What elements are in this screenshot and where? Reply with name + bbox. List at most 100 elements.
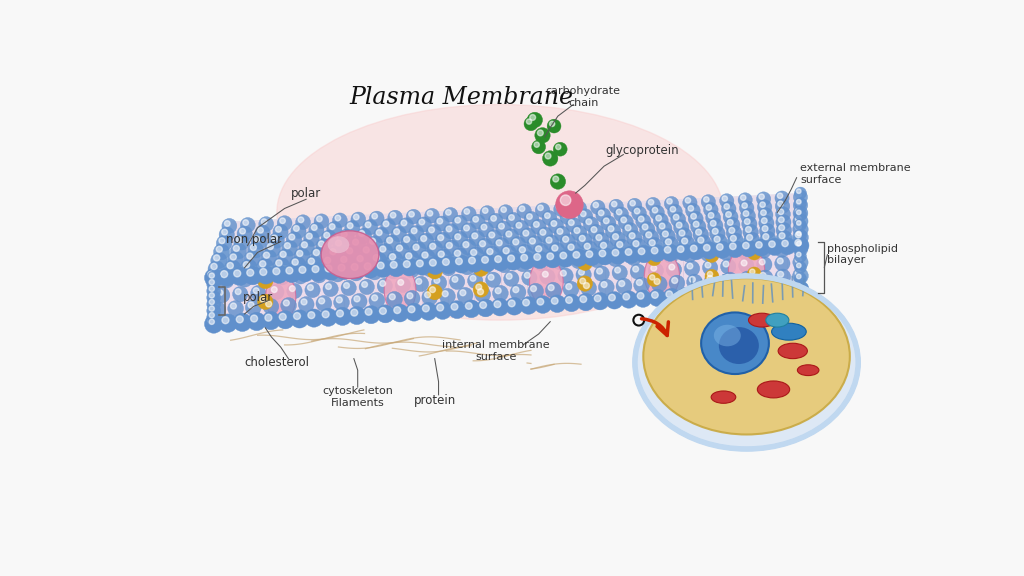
Circle shape <box>600 242 606 248</box>
Circle shape <box>689 276 695 282</box>
Circle shape <box>637 293 644 299</box>
Circle shape <box>338 264 345 271</box>
Circle shape <box>545 153 551 159</box>
Circle shape <box>797 221 801 225</box>
Circle shape <box>472 233 478 239</box>
Text: polar: polar <box>243 290 272 304</box>
Circle shape <box>670 206 676 212</box>
Ellipse shape <box>643 278 850 434</box>
Circle shape <box>381 219 395 234</box>
Circle shape <box>580 296 587 302</box>
Circle shape <box>407 293 413 299</box>
Circle shape <box>651 265 656 271</box>
Circle shape <box>739 271 756 287</box>
Circle shape <box>427 241 443 257</box>
Circle shape <box>430 287 435 293</box>
Circle shape <box>388 210 402 225</box>
Circle shape <box>221 275 227 281</box>
Circle shape <box>574 203 581 209</box>
Polygon shape <box>214 193 801 278</box>
Circle shape <box>676 228 692 244</box>
Circle shape <box>400 258 418 276</box>
Circle shape <box>369 293 385 308</box>
Circle shape <box>396 245 402 251</box>
Circle shape <box>535 142 540 147</box>
Circle shape <box>461 223 476 238</box>
Circle shape <box>219 314 238 332</box>
Circle shape <box>345 221 359 236</box>
Circle shape <box>301 242 307 248</box>
Circle shape <box>264 241 281 257</box>
Circle shape <box>758 207 773 222</box>
Circle shape <box>679 236 695 252</box>
Circle shape <box>529 238 536 244</box>
Circle shape <box>652 207 657 213</box>
Circle shape <box>213 304 219 310</box>
Ellipse shape <box>778 343 807 359</box>
Circle shape <box>621 217 627 223</box>
Circle shape <box>584 283 590 289</box>
Circle shape <box>635 245 652 263</box>
Circle shape <box>470 214 485 229</box>
Circle shape <box>610 254 616 260</box>
Circle shape <box>496 221 511 236</box>
Circle shape <box>653 213 669 228</box>
Circle shape <box>395 277 411 293</box>
Circle shape <box>244 262 250 268</box>
Circle shape <box>552 255 567 270</box>
Circle shape <box>560 234 575 250</box>
Circle shape <box>726 225 741 241</box>
Circle shape <box>701 195 716 209</box>
Circle shape <box>214 255 220 261</box>
Circle shape <box>580 236 586 241</box>
Circle shape <box>425 292 430 298</box>
Circle shape <box>724 204 729 209</box>
Circle shape <box>654 279 660 285</box>
Polygon shape <box>230 193 801 266</box>
Circle shape <box>797 241 801 246</box>
Circle shape <box>393 242 410 259</box>
Circle shape <box>687 274 702 290</box>
Circle shape <box>762 226 768 232</box>
Circle shape <box>216 236 232 251</box>
Circle shape <box>261 219 267 225</box>
Circle shape <box>314 270 319 276</box>
Circle shape <box>739 240 757 257</box>
Circle shape <box>538 130 544 136</box>
Circle shape <box>795 251 807 263</box>
Circle shape <box>683 195 697 210</box>
Circle shape <box>240 274 246 280</box>
Circle shape <box>581 211 586 217</box>
Circle shape <box>777 245 782 251</box>
Circle shape <box>513 287 519 293</box>
Circle shape <box>241 259 257 276</box>
Circle shape <box>697 237 703 243</box>
Circle shape <box>634 290 651 308</box>
Circle shape <box>357 255 364 262</box>
Circle shape <box>540 229 546 235</box>
Circle shape <box>632 206 646 221</box>
Circle shape <box>207 310 220 324</box>
Circle shape <box>347 223 353 229</box>
Circle shape <box>763 282 780 300</box>
Circle shape <box>299 266 306 273</box>
Circle shape <box>778 225 784 231</box>
Circle shape <box>222 317 229 324</box>
Circle shape <box>372 295 378 301</box>
Circle shape <box>425 209 439 223</box>
Circle shape <box>648 289 666 306</box>
Circle shape <box>227 252 244 268</box>
Circle shape <box>248 302 254 308</box>
Circle shape <box>677 287 694 305</box>
Circle shape <box>390 213 396 218</box>
Circle shape <box>649 205 665 220</box>
Circle shape <box>666 291 673 297</box>
Circle shape <box>742 242 750 249</box>
Circle shape <box>286 267 293 274</box>
Circle shape <box>581 280 597 296</box>
Circle shape <box>534 253 541 260</box>
Circle shape <box>419 219 425 225</box>
Circle shape <box>720 194 734 208</box>
Circle shape <box>682 238 688 244</box>
Circle shape <box>519 247 525 253</box>
